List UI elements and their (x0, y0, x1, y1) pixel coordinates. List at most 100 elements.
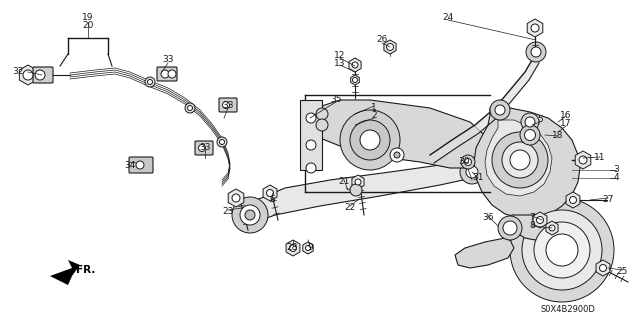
Text: FR.: FR. (76, 265, 95, 275)
Text: 26: 26 (376, 35, 388, 44)
Circle shape (549, 225, 555, 231)
Polygon shape (316, 100, 490, 168)
Polygon shape (19, 65, 36, 85)
Circle shape (492, 132, 548, 188)
Polygon shape (263, 185, 277, 201)
Circle shape (394, 152, 400, 158)
Polygon shape (384, 40, 396, 54)
Circle shape (245, 210, 255, 220)
Polygon shape (50, 260, 80, 285)
Text: 16: 16 (560, 112, 572, 121)
Circle shape (306, 140, 316, 150)
FancyBboxPatch shape (219, 98, 237, 112)
Text: 21: 21 (339, 177, 349, 187)
Circle shape (466, 166, 478, 178)
Polygon shape (286, 240, 300, 256)
Circle shape (495, 105, 505, 115)
Circle shape (240, 205, 260, 225)
Text: 6: 6 (269, 196, 275, 204)
Polygon shape (533, 212, 547, 228)
Circle shape (525, 130, 536, 140)
Text: 1: 1 (371, 103, 377, 113)
Circle shape (503, 221, 517, 235)
Text: 28: 28 (286, 243, 298, 253)
Text: 31: 31 (472, 174, 484, 182)
Circle shape (185, 103, 195, 113)
Circle shape (531, 24, 539, 32)
Circle shape (161, 70, 169, 78)
Circle shape (223, 101, 230, 108)
Circle shape (350, 120, 390, 160)
Circle shape (316, 119, 328, 131)
Circle shape (136, 161, 144, 169)
Text: 5: 5 (537, 115, 543, 124)
Text: 27: 27 (602, 196, 614, 204)
Text: S0X4B2900D: S0X4B2900D (540, 306, 595, 315)
Circle shape (521, 113, 539, 131)
FancyBboxPatch shape (129, 157, 153, 173)
Polygon shape (566, 192, 580, 208)
Circle shape (353, 78, 358, 83)
Circle shape (305, 246, 310, 250)
Polygon shape (474, 108, 580, 218)
Circle shape (510, 198, 614, 302)
Polygon shape (430, 55, 539, 163)
Circle shape (360, 130, 380, 150)
Circle shape (198, 145, 205, 152)
Circle shape (352, 62, 358, 68)
Text: 12: 12 (334, 50, 346, 60)
Text: 30: 30 (458, 158, 470, 167)
Circle shape (168, 70, 176, 78)
Bar (300, 100, 322, 170)
Text: 17: 17 (560, 120, 572, 129)
Circle shape (520, 125, 540, 145)
Circle shape (526, 42, 546, 62)
FancyBboxPatch shape (195, 141, 213, 155)
Polygon shape (248, 160, 475, 225)
Polygon shape (527, 19, 543, 37)
Polygon shape (303, 242, 313, 254)
FancyBboxPatch shape (33, 67, 53, 83)
Polygon shape (349, 58, 361, 72)
Text: 35: 35 (330, 95, 342, 105)
Text: 4: 4 (613, 174, 619, 182)
Circle shape (188, 106, 193, 110)
Circle shape (220, 139, 225, 145)
Circle shape (534, 222, 590, 278)
Polygon shape (228, 189, 244, 207)
Circle shape (460, 160, 484, 184)
FancyBboxPatch shape (157, 67, 177, 81)
Text: 25: 25 (616, 268, 628, 277)
Circle shape (570, 197, 577, 204)
Circle shape (531, 47, 541, 57)
Polygon shape (352, 175, 364, 189)
Circle shape (536, 217, 543, 224)
Polygon shape (575, 151, 591, 169)
Polygon shape (596, 260, 610, 276)
Text: 34: 34 (124, 160, 136, 169)
Text: 36: 36 (483, 213, 493, 222)
Circle shape (35, 70, 45, 80)
Circle shape (232, 194, 240, 202)
Text: 33: 33 (222, 100, 234, 109)
Circle shape (232, 197, 268, 233)
Circle shape (306, 113, 316, 123)
Text: 33: 33 (199, 144, 211, 152)
Text: 23: 23 (222, 207, 234, 217)
Text: 13: 13 (334, 58, 346, 68)
Circle shape (579, 156, 587, 164)
Polygon shape (485, 120, 552, 196)
Circle shape (510, 150, 530, 170)
Polygon shape (351, 75, 359, 85)
Polygon shape (546, 221, 558, 235)
Circle shape (387, 43, 394, 50)
Text: 20: 20 (83, 21, 93, 31)
Circle shape (217, 137, 227, 147)
Circle shape (490, 100, 510, 120)
Circle shape (600, 264, 607, 271)
Polygon shape (455, 238, 514, 268)
Circle shape (546, 234, 578, 266)
Text: 3: 3 (613, 166, 619, 174)
Polygon shape (510, 215, 548, 240)
Text: 19: 19 (83, 13, 93, 23)
